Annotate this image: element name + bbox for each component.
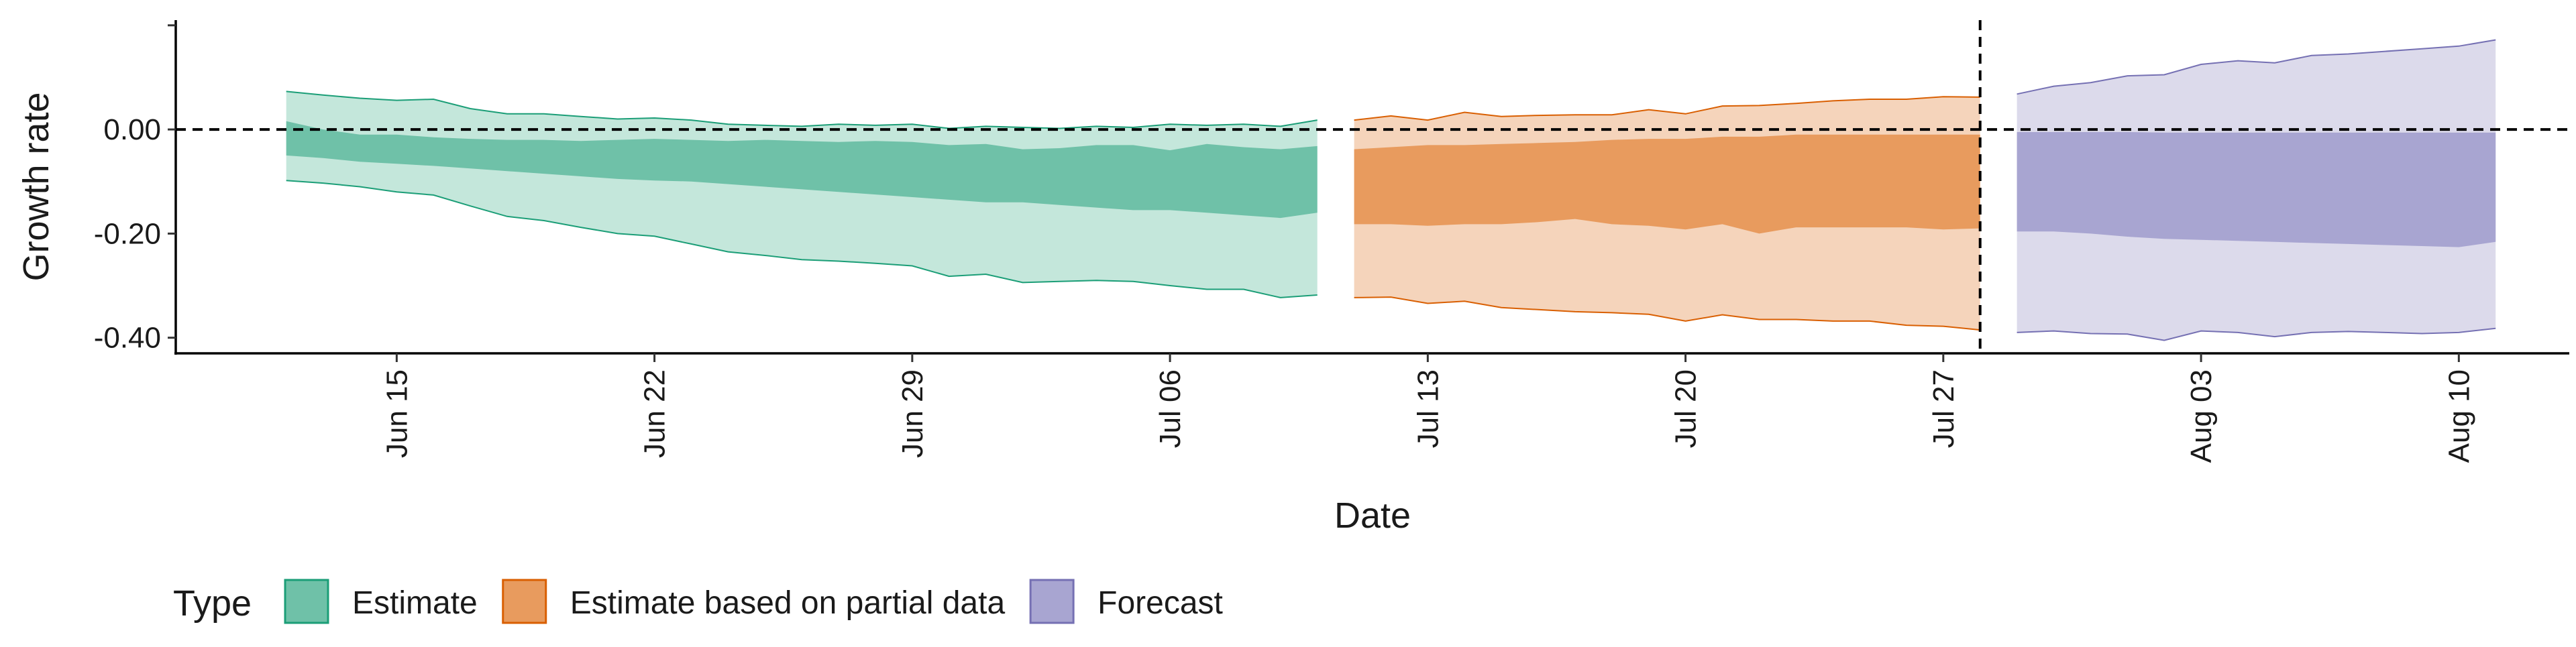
legend-label-1: Estimate based on partial data <box>570 585 1006 621</box>
x-tick-label: Jul 20 <box>1670 369 1703 448</box>
series-2-outer-upper-edge <box>2017 39 2496 95</box>
series-1-outer-upper-edge <box>1354 96 1980 121</box>
series-0-inner-band <box>286 121 1318 219</box>
legend-title: Type <box>173 583 252 624</box>
series-1-inner-band <box>1354 134 1980 234</box>
legend: Type Estimate Estimate based on partial d… <box>173 579 1223 624</box>
series-2-inner-band <box>2017 132 2496 247</box>
y-axis-title: Growth rate <box>16 92 56 281</box>
series-2-outer-lower-edge <box>2017 327 2496 341</box>
x-tick-label: Aug 03 <box>2185 369 2218 463</box>
x-tick-label: Jul 27 <box>1927 369 1960 448</box>
x-tick-label: Jul 06 <box>1154 369 1187 448</box>
y-tick-label: -0.20 <box>94 217 161 250</box>
reference-lines-layer <box>176 20 2569 353</box>
x-tick-label: Jun 29 <box>896 369 929 458</box>
legend-label-2: Forecast <box>1097 585 1223 621</box>
series-1-outer-lower-edge <box>1354 296 1980 331</box>
x-tick-label: Jun 22 <box>639 369 672 458</box>
x-tick-label: Jun 15 <box>380 369 413 458</box>
x-axis-title: Date <box>1334 495 1411 536</box>
series-0-outer-upper-edge <box>286 91 1318 129</box>
legend-swatch-2 <box>1029 579 1075 624</box>
y-tick-label: -0.40 <box>94 322 161 355</box>
axes-layer: 0.00 -0.20 -0.40 Jun 15 Jun 22 Jun 29 Jul 06 Ju… <box>94 20 2569 463</box>
legend-swatch-0 <box>284 579 329 624</box>
legend-label-0: Estimate <box>352 585 478 621</box>
x-tick-label: Aug 10 <box>2443 369 2475 463</box>
y-tick-label: 0.00 <box>103 113 161 146</box>
series-0-outer-lower-edge <box>286 180 1318 298</box>
bands-layer <box>286 39 2496 341</box>
x-tick-label: Jul 13 <box>1411 369 1444 448</box>
legend-swatch-1 <box>502 579 547 624</box>
